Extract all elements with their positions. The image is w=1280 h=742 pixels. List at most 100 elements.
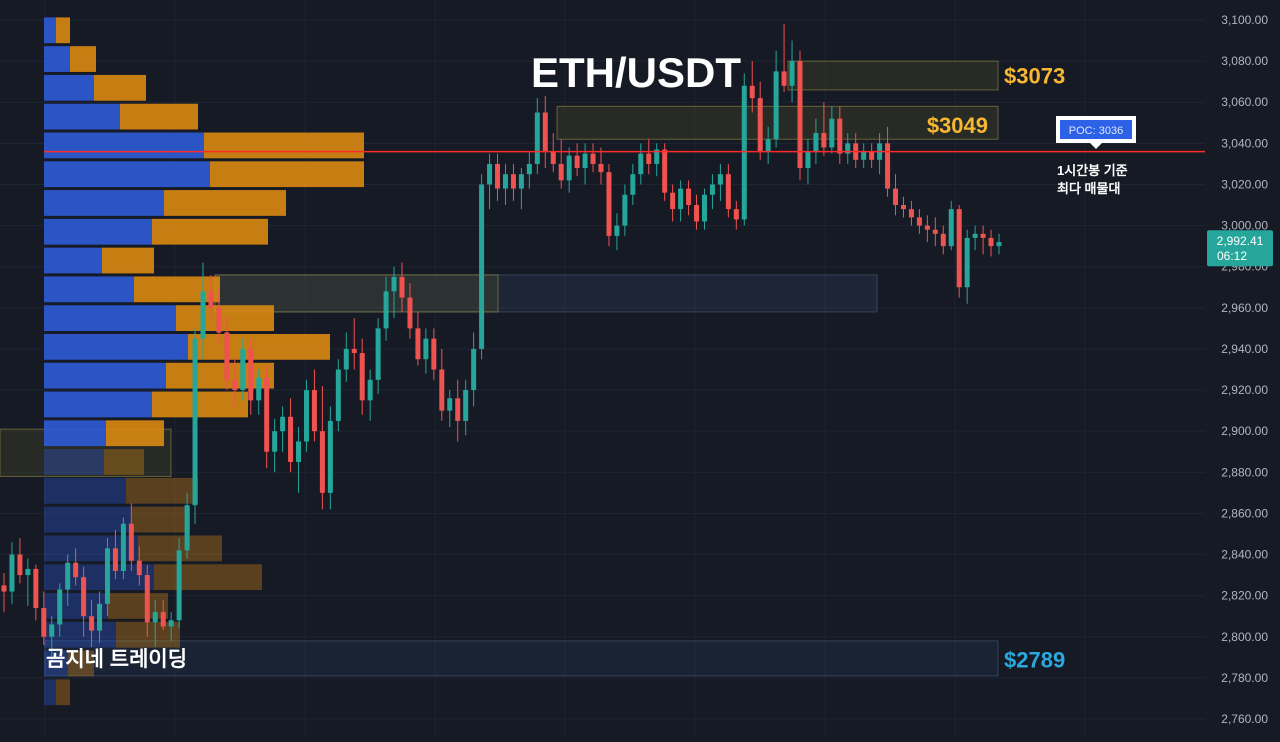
price-axis[interactable]: 3,100.00 3,080.00 3,060.00 3,040.00 3,020.00… xyxy=(1207,13,1273,726)
volume-bar-buy xyxy=(44,506,132,533)
price-tick-label: 2,900.00 xyxy=(1221,424,1268,438)
poc-callout-pointer xyxy=(1090,143,1102,149)
candle-body xyxy=(996,242,1002,247)
candle-body xyxy=(630,174,636,195)
candle-body xyxy=(741,85,747,220)
poc-note-line2: 최다 매물대 xyxy=(1057,181,1120,196)
candle-body xyxy=(367,379,373,401)
candle-body xyxy=(232,379,238,391)
candle-body xyxy=(296,441,302,463)
candle-body xyxy=(144,575,150,623)
level-price-label: $2789 xyxy=(1004,647,1065,672)
volume-bar-buy xyxy=(44,103,120,130)
candle-body xyxy=(614,225,620,236)
candle-body xyxy=(415,328,421,360)
volume-bar-sell xyxy=(132,506,190,533)
volume-bar-sell xyxy=(166,362,274,389)
candle-body xyxy=(550,151,556,164)
candle-body xyxy=(574,155,580,169)
candle-body xyxy=(391,276,397,292)
candle-body xyxy=(893,188,899,206)
volume-bar-buy xyxy=(44,679,56,706)
candle-body xyxy=(25,568,31,576)
candle-body xyxy=(192,338,198,506)
candle-body xyxy=(264,377,270,452)
volume-bar-buy xyxy=(44,218,152,245)
volume-bar-buy xyxy=(44,247,102,274)
candle-body xyxy=(184,505,190,551)
candle-body xyxy=(518,174,524,189)
candle-body xyxy=(439,369,445,411)
candle-body xyxy=(646,153,652,164)
candle-body xyxy=(622,194,628,226)
last-price-tag[interactable] xyxy=(1207,230,1273,267)
candle-body xyxy=(256,377,262,401)
candle-body xyxy=(160,612,166,627)
candle-body xyxy=(431,338,437,370)
candle-body xyxy=(900,205,906,210)
candle-body xyxy=(765,139,771,152)
candle-body xyxy=(168,620,174,627)
candle-body xyxy=(455,398,461,421)
price-tick-label: 2,960.00 xyxy=(1221,301,1268,315)
candle-body xyxy=(65,562,71,590)
candle-body xyxy=(885,143,891,189)
candle-body xyxy=(463,390,469,421)
volume-bar-sell xyxy=(108,593,168,619)
candle-body xyxy=(749,85,755,99)
candle-body xyxy=(869,151,875,160)
candle-body xyxy=(33,568,39,608)
volume-bar-sell xyxy=(106,420,164,447)
candle-body xyxy=(773,71,779,140)
candle-body xyxy=(57,589,63,625)
candles xyxy=(1,24,1002,662)
price-tick-label: 2,920.00 xyxy=(1221,383,1268,397)
volume-bar-sell xyxy=(56,679,70,706)
candle-body xyxy=(375,328,381,380)
candle-body xyxy=(837,118,843,154)
candle-body xyxy=(542,112,548,152)
candle-body xyxy=(495,163,501,189)
candle-body xyxy=(303,390,309,442)
candle-body xyxy=(73,562,79,578)
candle-body xyxy=(670,192,676,210)
candle-body xyxy=(932,229,938,234)
candle-body xyxy=(956,209,962,288)
candle-body xyxy=(248,348,254,401)
price-tick-label: 2,760.00 xyxy=(1221,712,1268,726)
candle-body xyxy=(733,209,739,220)
candle-body xyxy=(861,151,867,160)
candle-body xyxy=(566,155,572,181)
candle-body xyxy=(797,61,803,169)
candle-body xyxy=(9,554,15,592)
candle-body xyxy=(335,369,341,421)
candle-body xyxy=(343,348,349,370)
candle-body xyxy=(471,348,477,391)
candle-body xyxy=(487,163,493,185)
candle-body xyxy=(526,163,532,175)
candle-body xyxy=(510,174,516,189)
candle-body xyxy=(988,237,994,247)
bar-countdown: 06:12 xyxy=(1217,249,1247,263)
candle-body xyxy=(789,61,795,86)
chart-title: ETH/USDT xyxy=(531,49,741,96)
volume-bar-buy xyxy=(44,477,126,504)
volume-bar-buy xyxy=(44,650,68,677)
candle-body xyxy=(399,276,405,298)
candle-body xyxy=(845,143,851,154)
candle-body xyxy=(678,188,684,210)
candle-body xyxy=(964,237,970,288)
volume-bar-sell xyxy=(176,305,274,331)
candle-body xyxy=(781,71,787,86)
candle-body xyxy=(97,603,103,631)
candle-body xyxy=(280,416,286,432)
candle-body xyxy=(383,291,389,329)
volume-bar-sell xyxy=(70,46,96,72)
last-price-value: 2,992.41 xyxy=(1217,234,1264,248)
watermark-text: 곰지네 트레이딩 xyxy=(46,648,187,671)
candle-body xyxy=(534,112,540,164)
volume-bar-sell xyxy=(56,17,70,44)
price-tick-label: 2,880.00 xyxy=(1221,465,1268,479)
